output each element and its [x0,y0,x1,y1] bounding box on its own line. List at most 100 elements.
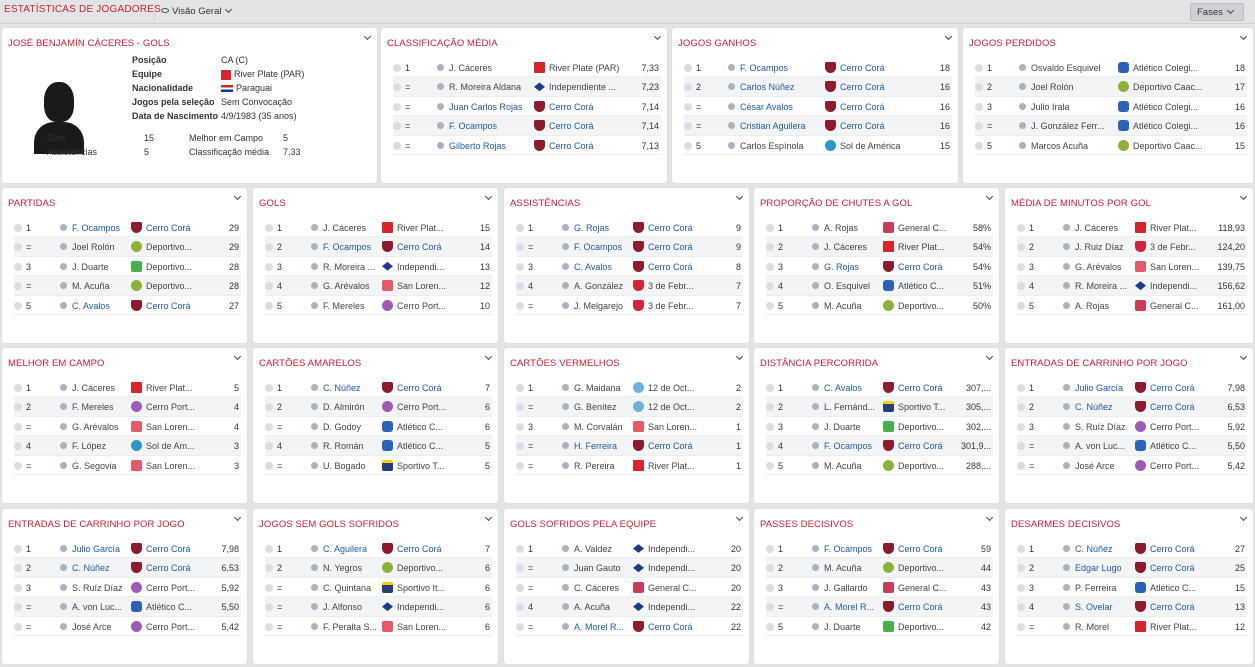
club-name[interactable]: Deportivo... [898,421,945,432]
player-info-icon[interactable] [311,622,318,630]
ranking-row[interactable]: 1 F. Ocampos Cerro Corá 18 [684,58,952,78]
club-name[interactable]: Cerro Corá [1150,544,1195,554]
player-name[interactable]: A. Rojas [1075,300,1110,311]
player-info-icon[interactable] [60,282,67,290]
club-name[interactable]: Cerro Corá [549,140,594,151]
ranking-row[interactable]: = Cristian Aguilera Cerro Corá 16 [684,116,952,136]
player-name[interactable]: G. Rojas [824,261,860,272]
ranking-row[interactable]: 5 C. Avalos Cerro Corá 27 [14,296,241,315]
ranking-row[interactable]: = G. Arévalos San Loren... 4 [14,417,241,437]
ranking-row[interactable]: 4 R. Román Atlético C... 5 [265,436,492,456]
player-name[interactable]: A. Acuña [574,602,611,613]
player-name[interactable]: Cristian Aguilera [740,121,806,132]
player-info-icon[interactable] [562,224,569,231]
panel-menu-chevron-icon[interactable] [1239,192,1248,201]
panel-menu-chevron-icon[interactable] [735,192,744,201]
ranking-row[interactable]: = G. Segovia San Loren... 3 [14,456,241,475]
player-info-icon[interactable] [1063,422,1070,430]
ranking-row[interactable]: 2 D. Almirón Cerro Port... 6 [265,397,492,417]
player-name[interactable]: Edgar Lugo [1075,563,1122,574]
player-info-icon[interactable] [1063,403,1070,411]
player-name[interactable]: M. Acuña [824,460,862,471]
player-info-icon[interactable] [60,384,67,391]
ranking-row[interactable]: 5 Marcos Acuña Deportivo Caac... 15 [975,136,1247,155]
club-name[interactable]: Deportivo... [898,460,945,471]
club-name[interactable]: Atlético C... [1150,582,1197,593]
club-name[interactable]: River Plat... [1150,621,1197,632]
player-info-icon[interactable] [311,301,318,309]
player-name[interactable]: Joel Rolón [72,242,115,253]
view-dropdown[interactable]: Visão Geral [154,3,237,21]
player-info-icon[interactable] [311,262,318,270]
ranking-row[interactable]: = F. Ocampos Cerro Corá 9 [516,237,743,257]
player-info-icon[interactable] [562,545,569,552]
ranking-row[interactable]: 4 G. Arévalos San Loren... 12 [265,276,492,296]
ranking-row[interactable]: = H. Ferreira Cerro Corá 1 [516,436,743,456]
player-name[interactable]: Osvaldo Esquivel [1031,63,1101,73]
ranking-row[interactable]: 1 C. Aguilera Cerro Corá 7 [265,539,492,559]
club-name[interactable]: Independi... [1150,281,1198,292]
player-name[interactable]: José Arce [72,621,112,632]
club-name[interactable]: Deportivo... [898,563,945,574]
club-name[interactable]: 3 de Febr... [648,300,694,311]
ranking-row[interactable]: = José Arce Cerro Port... 5,42 [1017,456,1247,475]
player-info-icon[interactable] [311,403,318,411]
club-name[interactable]: Cerro Port... [1150,460,1200,471]
player-info-icon[interactable] [1063,461,1070,469]
player-info-icon[interactable] [562,603,569,611]
player-name[interactable]: D. Almirón [323,402,365,413]
ranking-row[interactable]: 4 F. López Sol de Am... 3 [14,436,241,456]
player-info-icon[interactable] [60,403,67,411]
ranking-row[interactable]: 2 Joel Rolón Deportivo Caac... 17 [975,77,1247,97]
player-name[interactable]: S. Ruíz Díaz [72,582,123,593]
club-name[interactable]: Cerro Corá [898,544,943,554]
player-info-icon[interactable] [1063,301,1070,309]
player-info-icon[interactable] [1063,564,1070,572]
player-info-icon[interactable] [562,384,569,391]
player-name[interactable]: J. Ruiz Díaz [1075,242,1124,253]
player-info-icon[interactable] [1063,583,1070,591]
player-name[interactable]: J. Cáceres [1075,223,1119,233]
club-name[interactable]: General C... [1150,300,1199,311]
panel-menu-chevron-icon[interactable] [233,513,242,522]
player-name[interactable]: J. Cáceres [323,223,367,233]
club-name[interactable]: Deportivo... [146,242,193,253]
player-name[interactable]: R. Moreira Aldana [449,82,522,93]
player-name[interactable]: F. Mereles [323,300,365,311]
player-name[interactable]: G. Benítez [574,402,617,413]
club-name[interactable]: Cerro Corá [1150,383,1195,393]
club-name[interactable]: Deportivo Caac... [1133,82,1203,93]
player-info-icon[interactable] [812,422,819,430]
panel-menu-chevron-icon[interactable] [484,352,493,361]
club-name[interactable]: Cerro Corá [840,101,885,112]
player-name[interactable]: Juan Carlos Rojas [449,101,523,112]
player-name[interactable]: G. Arévalos [72,421,119,432]
club-name[interactable]: Cerro Corá [146,563,191,574]
club-name[interactable]: Cerro Port... [146,582,196,593]
player-name[interactable]: F. Peralta S... [323,621,378,632]
player-info-icon[interactable] [311,545,318,552]
panel-menu-chevron-icon[interactable] [363,32,372,41]
club-name[interactable]: River Plate (PAR) [549,63,620,73]
ranking-row[interactable]: = J. Alfonso Independi... 6 [265,597,492,617]
player-info-icon[interactable] [311,583,318,591]
ranking-row[interactable]: 5 Carlos Espínola Sol de América 15 [684,136,952,155]
player-name[interactable]: A. von Luc... [1075,441,1126,452]
club-name[interactable]: Cerro Corá [549,121,594,132]
ranking-row[interactable]: 4 F. Ocampos Cerro Corá 301,9... [766,436,993,456]
club-name[interactable]: River Plat... [648,460,695,471]
player-name[interactable]: Marcos Acuña [1031,140,1089,151]
club-name[interactable]: Sportivo It... [397,582,446,593]
club-name[interactable]: General C... [898,223,947,233]
player-name[interactable]: R. Román [323,441,364,452]
ranking-row[interactable]: 1 C. Núñez Cerro Corá 27 [1017,539,1247,559]
player-name[interactable]: N. Yegros [323,563,363,574]
club-name[interactable]: San Loren... [397,281,447,292]
player-name[interactable]: A. Morel R... [574,621,625,632]
club-name[interactable]: Sol de Am... [146,441,195,452]
ranking-row[interactable]: = Gilberto Rojas Cerro Corá 7,13 [393,136,661,155]
player-name[interactable]: J. Melgarejo [574,300,624,311]
ranking-row[interactable]: = C. Cáceres General C... 20 [516,578,743,598]
club-name[interactable]: Cerro Port... [146,402,196,413]
club-name[interactable]: San Loren... [1150,261,1200,272]
